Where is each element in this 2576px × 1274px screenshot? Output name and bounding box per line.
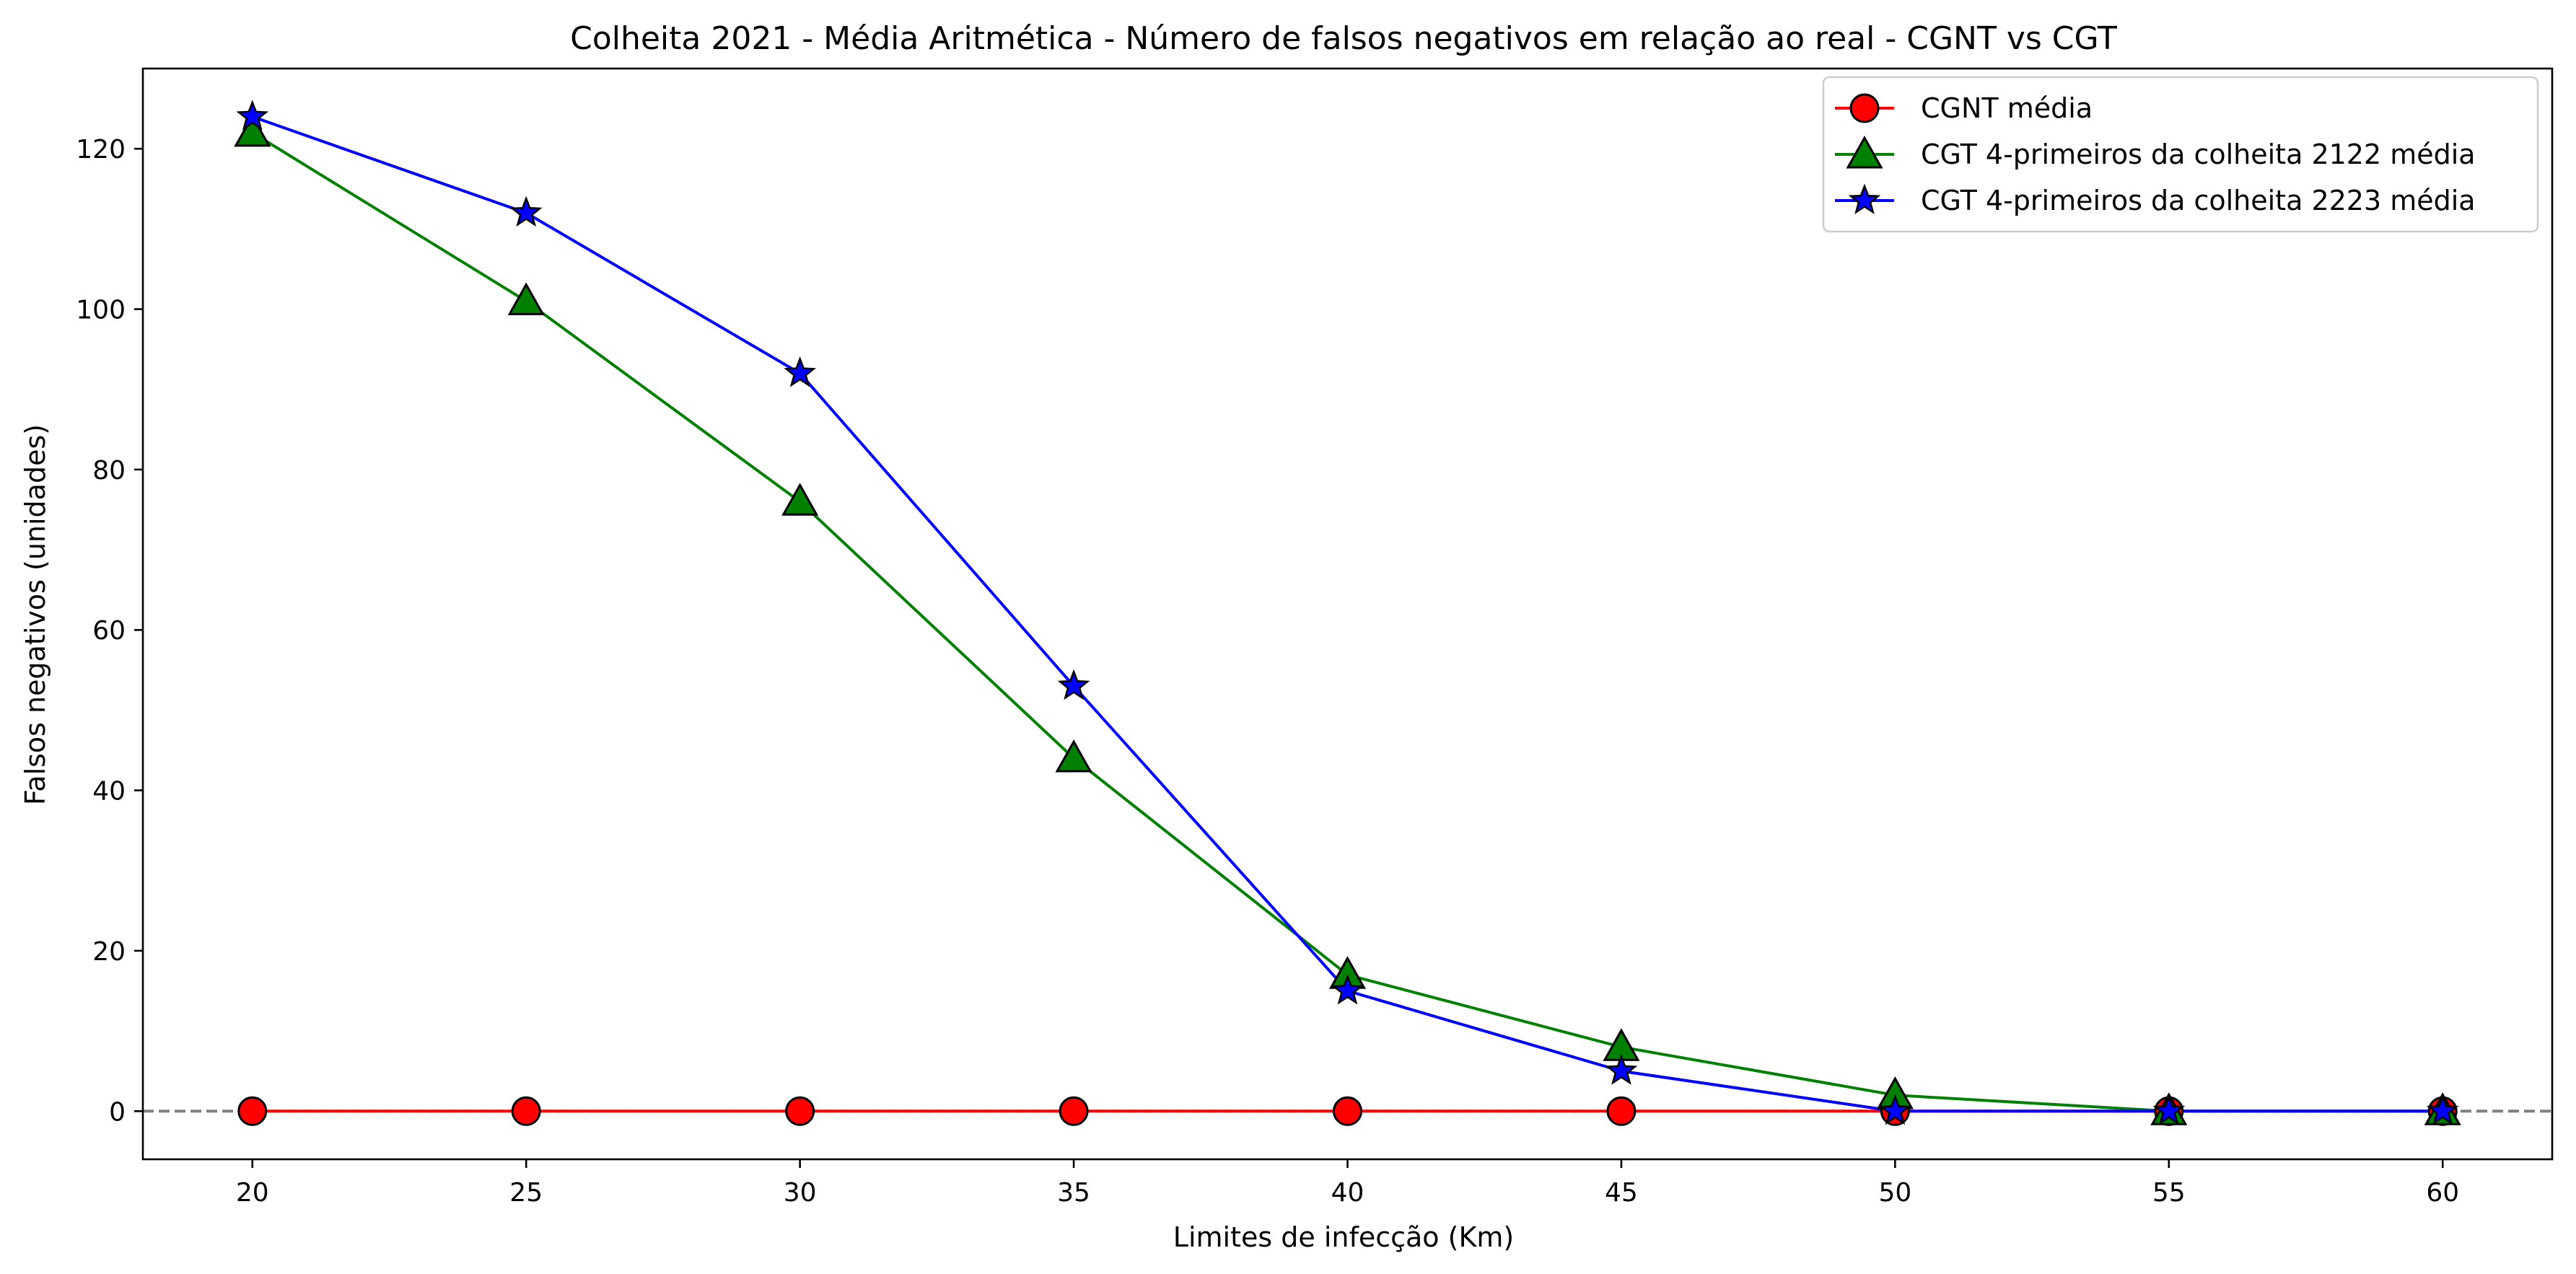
chart-title: Colheita 2021 - Média Aritmética - Númer… bbox=[570, 20, 2117, 57]
legend-marker-3 bbox=[1848, 183, 1881, 215]
series-3-point-60 bbox=[2426, 1094, 2459, 1125]
series-2-point-35 bbox=[1055, 739, 1092, 773]
legend-marker-1 bbox=[1849, 93, 1880, 123]
series-3-point-30 bbox=[784, 356, 817, 387]
series-1-point-30 bbox=[785, 1096, 815, 1126]
x-tick-label-55: 55 bbox=[2152, 1178, 2186, 1208]
series-2-point-25 bbox=[507, 282, 545, 315]
series-1-point-25 bbox=[511, 1096, 541, 1126]
series-3-point-35 bbox=[1057, 669, 1090, 700]
series-3-point-45 bbox=[1605, 1054, 1638, 1085]
x-tick-label-50: 50 bbox=[1878, 1178, 1911, 1208]
y-tick-label-20: 20 bbox=[92, 937, 126, 967]
series-3-point-55 bbox=[2152, 1094, 2186, 1125]
legend-label-3: CGT 4-primeiros da colheita 2223 média bbox=[1921, 185, 2476, 216]
y-tick-label-60: 60 bbox=[92, 616, 126, 646]
series-1-point-40 bbox=[1333, 1096, 1362, 1126]
y-axis-label: Falsos negativos (unidades) bbox=[19, 424, 51, 805]
x-tick-label-20: 20 bbox=[236, 1178, 269, 1208]
series-3-point-20 bbox=[236, 100, 269, 131]
series-1-point-20 bbox=[237, 1096, 268, 1126]
series-3-point-25 bbox=[509, 196, 543, 227]
x-tick-label-30: 30 bbox=[784, 1178, 817, 1208]
series-3-point-40 bbox=[1331, 974, 1364, 1005]
series-1-point-35 bbox=[1059, 1096, 1089, 1126]
x-tick-label-25: 25 bbox=[509, 1178, 543, 1208]
series-1-point-45 bbox=[1606, 1096, 1637, 1126]
legend-marker-2 bbox=[1846, 135, 1883, 169]
series-3-point-50 bbox=[1878, 1094, 1911, 1125]
y-tick-label-40: 40 bbox=[92, 777, 126, 807]
legend-box bbox=[1822, 76, 2539, 233]
x-tick-label-45: 45 bbox=[1605, 1178, 1638, 1208]
x-axis-label: Limites de infecção (Km) bbox=[1173, 1221, 1514, 1253]
legend-label-2: CGT 4-primeiros da colheita 2122 média bbox=[1921, 139, 2476, 170]
y-tick-label-100: 100 bbox=[76, 296, 126, 325]
legend-label-1: CGNT média bbox=[1921, 92, 2093, 124]
y-tick-label-120: 120 bbox=[76, 135, 126, 164]
plot-area bbox=[143, 100, 2552, 1126]
series-2-point-20 bbox=[234, 113, 271, 147]
y-tick-label-80: 80 bbox=[92, 456, 126, 486]
x-tick-label-60: 60 bbox=[2426, 1178, 2459, 1208]
x-tick-label-35: 35 bbox=[1057, 1178, 1090, 1208]
legend: CGNT média CGT 4-primeiros da colheita 21… bbox=[1822, 76, 2539, 233]
y-tick-label-0: 0 bbox=[109, 1097, 126, 1127]
x-tick-label-40: 40 bbox=[1331, 1178, 1364, 1208]
axes: 20 25 30 35 40 45 50 55 60 0 20 40 60 80 100 120 bbox=[76, 67, 2554, 1208]
series-2-point-30 bbox=[781, 483, 819, 516]
